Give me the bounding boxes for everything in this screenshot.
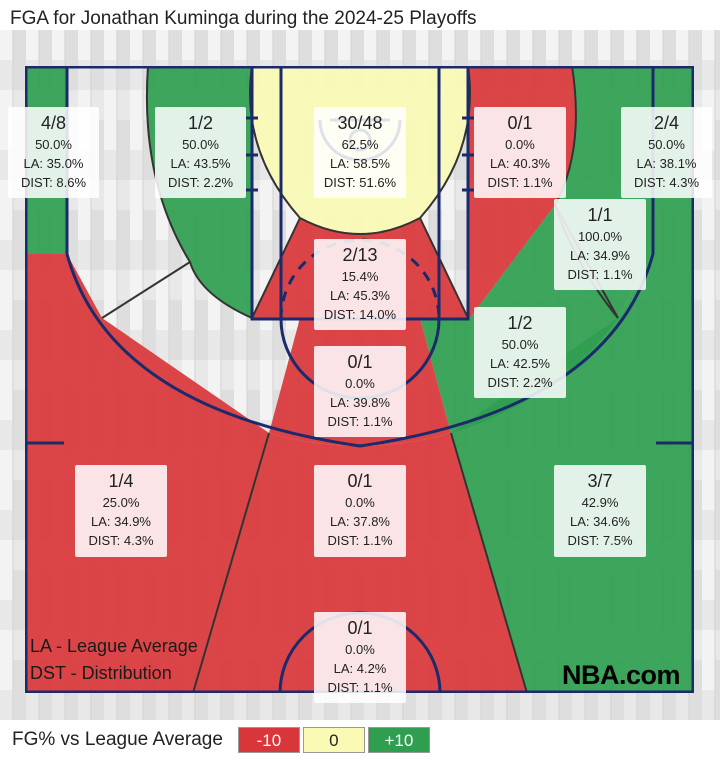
zone-label-right-baseline-mid: 0/1 0.0% LA: 40.3% DIST: 1.1% [474,107,566,198]
zone-la: LA: 42.5% [490,356,550,371]
color-scale-legend: FG% vs League Average -10 0 +10 [12,727,433,753]
zone-fg: 1/2 [507,313,533,333]
zone-label-restricted-area: 30/48 62.5% LA: 58.5% DIST: 51.6% [314,107,406,198]
scale-swatch-neutral: 0 [302,727,365,753]
zone-fg: 1/4 [108,471,134,491]
zone-la: LA: 38.1% [636,156,697,171]
zone-fg: 1/2 [187,113,214,133]
chart-title: FGA for Jonathan Kuminga during the 2024… [10,8,477,29]
nba-logo-text: NBA.com [562,660,681,690]
zone-dist: DIST: 1.1% [327,680,393,695]
zone-la: LA: 34.6% [570,514,630,529]
zone-pct: 100.0% [577,229,623,244]
zone-dist: DIST: 4.3% [633,175,700,190]
zone-la: LA: 58.5% [330,156,390,171]
zone-fg: 30/48 [337,113,383,133]
zone-dist: DIST: 2.2% [487,375,553,390]
zone-la: LA: 4.2% [333,661,387,676]
zone-fg: 4/8 [40,113,67,133]
zone-pct: 50.0% [501,337,539,352]
zone-label-left-wing-3: 1/4 25.0% LA: 34.9% DIST: 4.3% [75,465,167,557]
zone-dist: DIST: 7.5% [567,533,633,548]
zone-fg: 1/1 [587,205,613,225]
zone-pct: 0.0% [345,376,375,391]
zone-fg: 2/13 [342,245,378,265]
zone-pct: 0.0% [345,642,375,657]
zone-la: LA: 34.9% [570,248,630,263]
zone-fg: 2/4 [653,113,680,133]
scale-swatch-negative: -10 [237,727,300,753]
zone-label-center-3: 0/1 0.0% LA: 37.8% DIST: 1.1% [314,465,406,557]
zone-la: LA: 43.5% [170,156,231,171]
zone-dist: DIST: 1.1% [327,414,393,429]
zone-la: LA: 35.0% [23,156,84,171]
scale-label: FG% vs League Average [12,729,223,750]
zone-label-center-mid: 0/1 0.0% LA: 39.8% DIST: 1.1% [314,346,406,437]
zone-la: LA: 34.9% [91,514,151,529]
zone-dist: DIST: 1.1% [487,175,553,190]
zone-pct: 42.9% [581,495,619,510]
zone-pct: 15.4% [341,269,379,284]
zone-label-backcourt: 0/1 0.0% LA: 4.2% DIST: 1.1% [314,612,406,703]
zone-pct: 25.0% [102,495,140,510]
zone-fg: 3/7 [587,471,613,491]
zone-pct: 0.0% [505,137,535,152]
zone-dist: DIST: 2.2% [167,175,234,190]
legend-notes: LA - League Average DST - Distribution [30,633,198,687]
zone-pct: 50.0% [648,137,685,152]
zone-dist: DIST: 1.1% [567,267,633,282]
zone-label-paint-non-ra: 2/13 15.4% LA: 45.3% DIST: 14.0% [314,239,406,330]
zone-label-right-wing-3: 3/7 42.9% LA: 34.6% DIST: 7.5% [554,465,646,557]
zone-pct: 50.0% [35,137,72,152]
zone-label-left-baseline-mid: 1/2 50.0% LA: 43.5% DIST: 2.2% [155,107,246,198]
zone-la: LA: 39.8% [330,395,390,410]
zone-fg: 0/1 [347,352,373,372]
zone-pct: 0.0% [345,495,375,510]
dst-note: DST - Distribution [30,663,172,683]
zone-la: LA: 40.3% [490,156,550,171]
zone-label-right-corner-3: 2/4 50.0% LA: 38.1% DIST: 4.3% [621,107,712,198]
zone-pct: 50.0% [182,137,219,152]
zone-pct: 62.5% [341,137,379,152]
zone-dist: DIST: 1.1% [327,533,393,548]
zone-label-right-wing-mid: 1/2 50.0% LA: 42.5% DIST: 2.2% [474,307,566,398]
zone-center-3 [193,433,527,693]
zone-dist: DIST: 8.6% [20,175,87,190]
zone-fg: 0/1 [347,471,373,491]
la-note: LA - League Average [30,636,198,656]
zone-label-right-short-mid: 1/1 100.0% LA: 34.9% DIST: 1.1% [554,199,646,290]
zone-fg: 0/1 [347,618,373,638]
zone-label-left-corner-3: 4/8 50.0% LA: 35.0% DIST: 8.6% [8,107,99,198]
zone-dist: DIST: 14.0% [323,307,397,322]
zone-dist: DIST: 4.3% [88,533,154,548]
zone-la: LA: 45.3% [330,288,390,303]
zone-dist: DIST: 51.6% [323,175,397,190]
scale-swatch-positive: +10 [367,727,430,753]
zone-fg: 0/1 [507,113,533,133]
zone-la: LA: 37.8% [330,514,390,529]
